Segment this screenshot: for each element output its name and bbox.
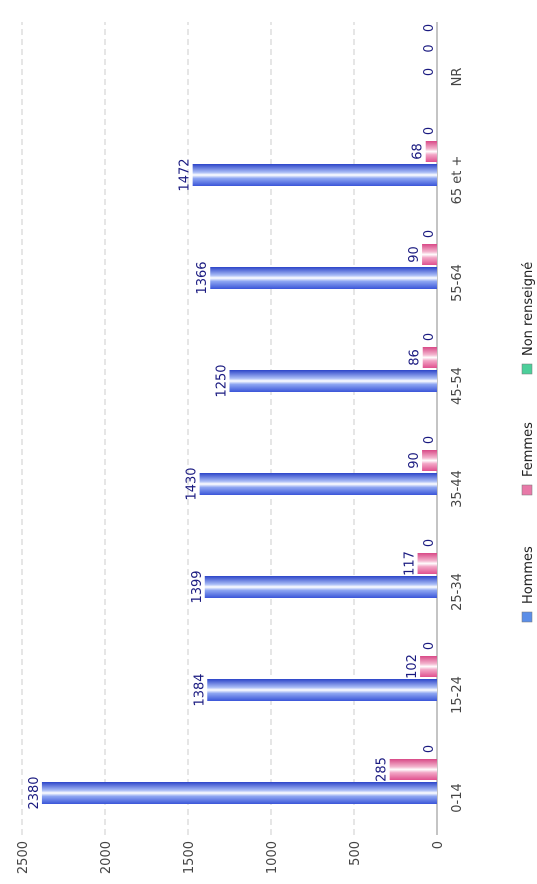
bar [204, 576, 437, 598]
value-label: 0 [422, 745, 437, 753]
y-tick-label: 2500 [16, 841, 31, 874]
x-tick-label: 0-14 [450, 783, 465, 813]
bar [199, 473, 437, 495]
value-label: 2380 [27, 776, 42, 809]
bar [229, 370, 437, 392]
value-label: 0 [422, 642, 437, 650]
value-label: 1384 [192, 673, 207, 706]
legend-swatch [521, 611, 533, 623]
bar [41, 782, 437, 804]
value-label: 86 [408, 349, 423, 366]
value-label: 0 [422, 230, 437, 238]
rotated-plot: 0 500 1000 1500 2000 2500 0-14 2380 285 0 15-24 138… [16, 22, 536, 874]
legend-label: Non renseigné [521, 262, 536, 356]
bar [425, 141, 438, 162]
x-tick-label: 65 et + [450, 156, 465, 205]
legend-label: Femmes [521, 422, 536, 477]
legend-swatch [521, 363, 533, 375]
x-tick-label: 55-64 [450, 264, 465, 302]
value-label: 0 [422, 127, 437, 135]
x-tick-label: 25-34 [450, 573, 465, 611]
value-label: 1366 [195, 261, 210, 294]
value-label: 1250 [215, 364, 230, 397]
bar [389, 759, 438, 780]
bar [207, 679, 437, 701]
x-tick-label: NR [450, 68, 465, 87]
value-label: 102 [405, 654, 420, 679]
x-tick-label: 15-24 [450, 676, 465, 714]
legend-swatch [521, 484, 533, 496]
legend-label: Hommes [521, 546, 536, 604]
y-tick-label: 0 [431, 841, 446, 849]
value-label: 117 [403, 551, 418, 576]
value-label: 90 [407, 246, 422, 263]
bar [417, 553, 438, 574]
x-tick-label: 35-44 [450, 470, 465, 508]
y-tick-label: 2000 [99, 841, 114, 874]
bar [422, 244, 437, 265]
y-tick-label: 1500 [182, 841, 197, 874]
value-label: 1430 [185, 467, 200, 500]
value-label: 1399 [190, 570, 205, 603]
value-label: 0 [422, 539, 437, 547]
value-label: 0 [422, 68, 437, 76]
bar [210, 267, 437, 289]
value-label: 0 [422, 24, 437, 32]
y-tick-label: 500 [348, 841, 363, 866]
x-tick-label: 45-54 [450, 367, 465, 405]
value-label: 0 [422, 44, 437, 52]
value-label: 1472 [178, 158, 193, 191]
value-label: 68 [411, 143, 426, 160]
bar [420, 656, 437, 677]
value-label: 285 [375, 757, 390, 782]
bar [422, 347, 437, 368]
value-label: 0 [422, 436, 437, 444]
bar [192, 164, 437, 186]
value-label: 90 [407, 452, 422, 469]
bar [422, 450, 437, 471]
value-label: 0 [422, 333, 437, 341]
y-tick-label: 1000 [265, 841, 280, 874]
